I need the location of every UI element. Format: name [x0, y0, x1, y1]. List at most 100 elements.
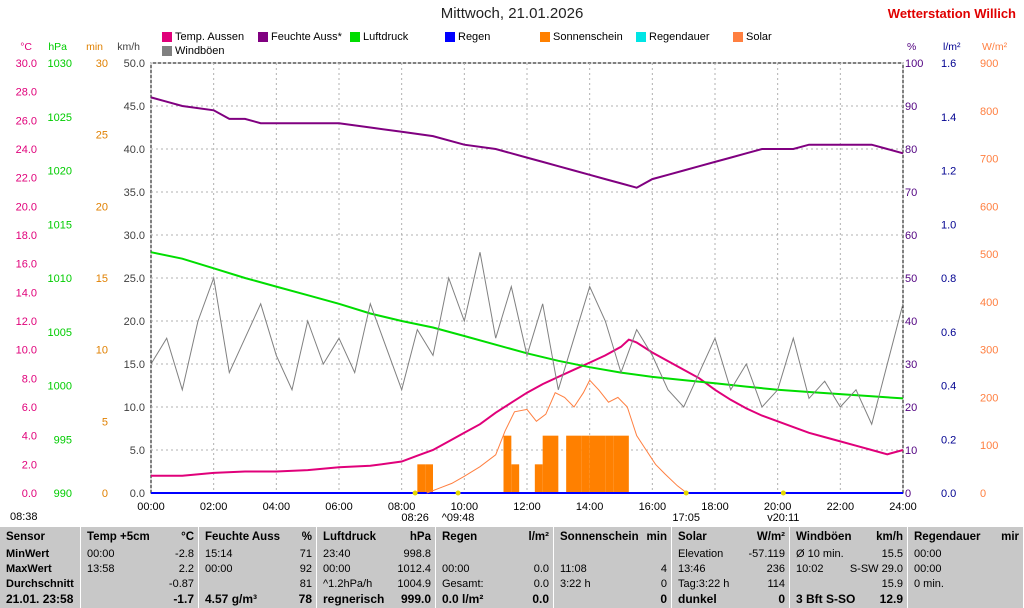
- axis-unit-min: min: [86, 41, 103, 53]
- sensor-column-luftdruck: Luftdruck hPa 23:40 998.8 00:00 1012.4 ^1.2hPa…: [317, 527, 436, 608]
- y-tick-min: 25: [96, 130, 108, 142]
- cell-note: 00:00: [205, 563, 233, 575]
- sunshine-bar: [542, 435, 551, 493]
- cell-value: 998.8: [403, 548, 431, 560]
- sunshine-bar: [566, 435, 574, 493]
- sunshine-bar: [621, 435, 629, 493]
- x-tick-label: 22:00: [827, 501, 855, 513]
- sunshine-bar: [597, 435, 606, 493]
- y-tick-temp: 4.0: [22, 431, 37, 443]
- sunshine-bar: [581, 435, 590, 493]
- legend-item-regen: Regen: [445, 31, 490, 43]
- y-tick-temp: 20.0: [16, 201, 37, 213]
- cell-note: 00:00: [442, 563, 470, 575]
- legend-swatch: [636, 32, 646, 42]
- y-tick-temp: 18.0: [16, 230, 37, 242]
- sensor-columns: Temp +5cm °C 00:00 -2.8 13:58 2.2 -0.87 -1.7 Feu…: [81, 527, 1024, 608]
- y-tick-pct: 50: [905, 273, 917, 285]
- y-tick-kmh: 50.0: [124, 58, 145, 70]
- x-tick-label: 10:00: [451, 501, 479, 513]
- column-title: Feuchte Auss: [205, 531, 280, 543]
- cell-value: 0.0: [532, 592, 549, 606]
- cell-note: 4.57 g/m³: [205, 592, 258, 606]
- y-tick-pct: 0: [905, 488, 911, 500]
- axis-unit-kmh: km/h: [117, 41, 140, 53]
- sunshine-bar: [503, 435, 512, 493]
- y-tick-lm2: 0.4: [941, 381, 956, 393]
- y-tick-pct: 10: [905, 445, 917, 457]
- sunshine-bar: [605, 435, 614, 493]
- legend-label: Feuchte Auss*: [271, 31, 342, 43]
- y-tick-min: 30: [96, 58, 108, 70]
- y-tick-hpa: 1025: [48, 112, 72, 124]
- y-tick-kmh: 35.0: [124, 187, 145, 199]
- sunshine-bar: [613, 435, 621, 493]
- sunshine-bar: [417, 464, 426, 493]
- x-tick-label: 24:00: [889, 501, 917, 513]
- weather-chart: 00:00 02:00 04:00 06:00 08:00 10:00 12:00 14:00…: [16, 41, 1008, 524]
- legend-swatch: [162, 32, 172, 42]
- y-tick-temp: 12.0: [16, 316, 37, 328]
- station-name[interactable]: Wetterstation Willich: [887, 6, 1016, 21]
- y-tick-wm2: 0: [980, 488, 986, 500]
- column-unit: hPa: [409, 531, 431, 543]
- column-unit: mir: [1001, 531, 1019, 543]
- cell-note: 00:00: [323, 563, 351, 575]
- x-tick-label: 02:00: [200, 501, 228, 513]
- solar-noon-marker-dot: [455, 490, 461, 496]
- x-tick-label: 16:00: [639, 501, 667, 513]
- sensor-table: Sensor MinWert MaxWert Durchschnitt 21.0…: [0, 527, 1024, 608]
- legend-item-temp-aussen: Temp. Aussen: [162, 31, 244, 43]
- y-tick-kmh: 15.0: [124, 359, 145, 371]
- column-title: Sonnenschein: [560, 531, 639, 543]
- axis-unit-hpa: hPa: [48, 41, 67, 53]
- y-tick-min: 10: [96, 345, 108, 357]
- legend-item-regendauer: Regendauer: [636, 31, 710, 43]
- column-title: Regen: [442, 531, 478, 543]
- column-unit: min: [646, 531, 667, 543]
- cell-note: 00:00: [87, 548, 115, 560]
- cell-value: 15.5: [881, 548, 903, 560]
- x-tick-label: 06:00: [325, 501, 353, 513]
- cell-value: -1.7: [173, 592, 194, 606]
- y-tick-temp: 8.0: [22, 373, 37, 385]
- column-unit: °C: [181, 531, 194, 543]
- y-tick-kmh: 45.0: [124, 101, 145, 113]
- column-title: Windböen: [796, 531, 852, 543]
- column-unit: W/m²: [756, 531, 785, 543]
- y-tick-hpa: 1030: [48, 58, 72, 70]
- sunrise-marker: 08:26: [401, 512, 429, 524]
- y-tick-hpa: 1000: [48, 381, 72, 393]
- cell-value: 0.0: [533, 563, 549, 575]
- y-tick-kmh: 0.0: [130, 488, 145, 500]
- axis-unit-lm2: l/m²: [943, 41, 961, 53]
- cell-value: 2.2: [178, 563, 194, 575]
- cell-note: 0 min.: [914, 578, 944, 590]
- legend-label: Solar: [746, 31, 772, 43]
- legend-swatch: [162, 46, 172, 56]
- y-tick-kmh: 10.0: [124, 402, 145, 414]
- solar-noon-marker: ^09:48: [442, 512, 475, 524]
- x-tick-label: 14:00: [576, 501, 604, 513]
- y-tick-lm2: 0.2: [941, 434, 956, 446]
- cell-value: 71: [299, 548, 312, 560]
- legend-label: Regen: [458, 31, 491, 43]
- cell-value: -2.8: [175, 548, 194, 560]
- y-tick-wm2: 200: [980, 392, 998, 404]
- sunshine-bar: [550, 435, 559, 493]
- legend-label: Sonnenschein: [553, 31, 623, 43]
- sunset-marker-dot: [683, 490, 689, 496]
- cell-value: 1012.4: [397, 563, 431, 575]
- cell-note: 10:02: [796, 563, 824, 575]
- y-tick-temp: 30.0: [16, 58, 37, 70]
- current-label: 21.01. 23:58: [6, 592, 74, 606]
- cell-note: dunkel: [678, 592, 717, 606]
- sensor-column-regen: Regen l/m² 00:00 0.0 Gesamt: 0.0 0.0 l/m² 0.0: [436, 527, 554, 608]
- y-tick-temp: 28.0: [16, 87, 37, 99]
- y-tick-wm2: 300: [980, 345, 998, 357]
- y-tick-hpa: 1020: [48, 166, 72, 178]
- y-tick-lm2: 1.6: [941, 58, 956, 70]
- cell-note: 11:08: [560, 563, 587, 575]
- chart-title: Mittwoch, 21.01.2026: [440, 5, 584, 22]
- axis-unit-temp: °C: [20, 41, 32, 53]
